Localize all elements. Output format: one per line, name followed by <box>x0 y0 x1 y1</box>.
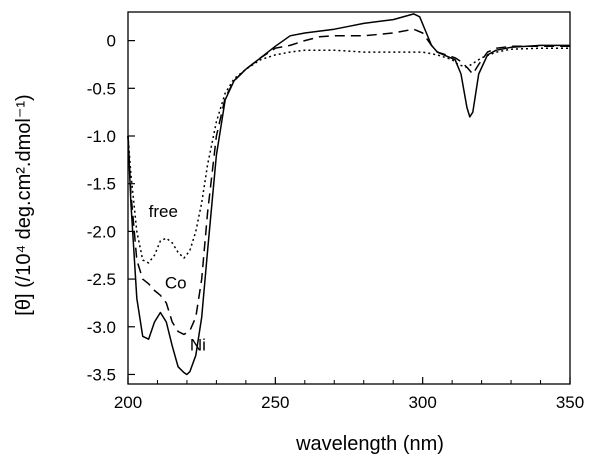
y-tick-label: -1.0 <box>87 127 116 146</box>
y-tick-label: -3.5 <box>87 365 116 384</box>
y-tick-label: -0.5 <box>87 79 116 98</box>
series-line-co <box>127 28 570 336</box>
y-tick-label: -3.0 <box>87 318 116 337</box>
x-tick-label: 200 <box>114 393 142 412</box>
y-tick-label: -2.5 <box>87 270 116 289</box>
series-label-co: Co <box>165 274 187 293</box>
x-tick-label: 250 <box>261 393 289 412</box>
series-label-ni: Ni <box>190 336 206 355</box>
series-line-free <box>127 47 570 264</box>
plot-area: 200 250 300 350 0 -0.5 -1.0 -1.5 -2.0 -2.5 -3.0 -3.… <box>87 11 584 412</box>
series-line-ni <box>127 13 570 376</box>
y-tick-label: 0 <box>107 32 116 51</box>
plot-frame <box>127 11 571 385</box>
x-axis-title: wavelength (nm) <box>295 433 444 455</box>
y-axis-title: [θ] (/10⁴ deg.cm².dmol⁻¹) <box>13 94 35 315</box>
y-tick-label: -2.0 <box>87 222 116 241</box>
y-tick-label: -1.5 <box>87 175 116 194</box>
x-tick-label: 300 <box>408 393 436 412</box>
series-label-free: free <box>149 202 178 221</box>
x-tick-label: 350 <box>556 393 584 412</box>
